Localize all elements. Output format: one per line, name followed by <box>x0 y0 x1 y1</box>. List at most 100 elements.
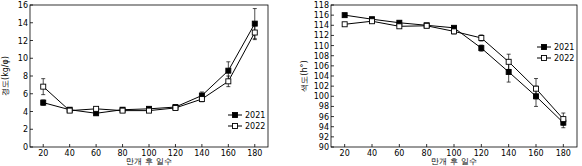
y-tick <box>30 129 33 130</box>
error-bar <box>507 54 511 69</box>
data-point <box>424 23 429 28</box>
y-tick-label: 6 <box>23 90 28 99</box>
data-point <box>67 107 72 112</box>
error-bar <box>226 76 230 87</box>
x-tick-label: 180 <box>556 149 571 158</box>
series-line <box>345 21 564 119</box>
data-point <box>506 69 511 74</box>
x-tick-label: 80 <box>422 149 432 158</box>
plot-frame <box>30 5 268 147</box>
y-tick-label: 0 <box>23 143 28 152</box>
error-cap <box>41 78 45 79</box>
error-bar <box>94 107 98 111</box>
data-point <box>370 19 375 24</box>
error-cap <box>507 82 511 83</box>
y-tick-label: 118 <box>314 1 329 10</box>
y-tick <box>331 35 334 36</box>
series-line <box>43 24 255 114</box>
x-tick-label: 180 <box>247 149 262 158</box>
data-point <box>561 117 566 122</box>
y-tick-label: 116 <box>314 11 329 20</box>
x-tick <box>175 144 176 147</box>
data-point <box>424 23 429 28</box>
x-axis-title: 만개 후 일수 <box>126 157 171 166</box>
data-point <box>41 100 46 105</box>
data-group <box>342 13 566 128</box>
x-tick-label: 60 <box>394 149 404 158</box>
error-bar <box>147 109 151 113</box>
data-point <box>199 97 204 102</box>
x-tick <box>508 144 509 147</box>
legend-label: 2022 <box>554 54 574 63</box>
legend-marker <box>542 45 547 50</box>
series-line <box>43 33 255 111</box>
legend-label: 2021 <box>554 43 574 52</box>
legend: 20212022 <box>228 111 265 131</box>
figure: 204060801001201401601800246810121416만개 후… <box>0 0 582 166</box>
y-tick <box>30 93 33 94</box>
x-tick-label: 140 <box>194 149 209 158</box>
error-cap <box>534 106 538 107</box>
y-tick <box>30 40 33 41</box>
y-tick <box>331 106 334 107</box>
error-bar <box>41 79 45 95</box>
y-tick <box>331 147 334 148</box>
y-tick-label: 104 <box>314 72 329 81</box>
y-tick <box>331 55 334 56</box>
legend-marker <box>233 124 238 129</box>
error-bar <box>397 25 401 28</box>
y-tick-label: 14 <box>18 19 28 28</box>
y-tick <box>331 126 334 127</box>
error-bar <box>41 100 45 105</box>
y-tick <box>331 76 334 77</box>
error-bar <box>479 45 483 51</box>
x-tick-label: 160 <box>221 149 236 158</box>
x-tick <box>201 144 202 147</box>
y-tick-label: 106 <box>314 62 329 71</box>
data-point <box>397 24 402 29</box>
data-point <box>173 105 178 110</box>
x-tick <box>372 144 373 147</box>
y-tick-label: 10 <box>18 54 28 63</box>
error-bar <box>479 35 483 41</box>
y-tick <box>30 76 33 77</box>
x-tick <box>96 144 97 147</box>
y-tick <box>331 5 334 6</box>
data-point <box>120 108 125 113</box>
y-tick <box>331 86 334 87</box>
error-cap <box>200 91 204 92</box>
error-cap <box>507 69 511 70</box>
y-axis-title: 색도(h°) <box>300 60 309 91</box>
x-tick <box>399 144 400 147</box>
data-point <box>252 21 257 26</box>
x-tick-label: 160 <box>528 149 543 158</box>
y-tick <box>30 5 33 6</box>
data-point <box>94 106 99 111</box>
x-tick-label: 40 <box>65 149 75 158</box>
x-axis-title: 만개 후 일수 <box>431 157 476 166</box>
error-cap <box>561 113 565 114</box>
y-tick-label: 90 <box>319 143 329 152</box>
x-tick-label: 20 <box>340 149 350 158</box>
data-point <box>479 46 484 51</box>
y-tick-label: 98 <box>319 102 329 111</box>
y-tick-label: 4 <box>23 108 28 117</box>
error-cap <box>253 8 257 9</box>
y-tick <box>331 96 334 97</box>
y-tick-label: 2 <box>23 125 28 134</box>
error-cap <box>561 125 565 126</box>
x-tick <box>536 144 537 147</box>
x-tick-label: 40 <box>367 149 377 158</box>
x-tick <box>122 144 123 147</box>
data-point <box>120 107 125 112</box>
data-point <box>479 35 484 40</box>
error-cap <box>507 54 511 55</box>
y-tick <box>30 22 33 23</box>
x-tick <box>454 144 455 147</box>
data-point <box>506 59 511 64</box>
error-bar <box>121 109 125 113</box>
y-tick <box>331 116 334 117</box>
error-bar <box>200 96 204 101</box>
y-tick <box>30 147 33 148</box>
error-bar <box>173 106 177 110</box>
